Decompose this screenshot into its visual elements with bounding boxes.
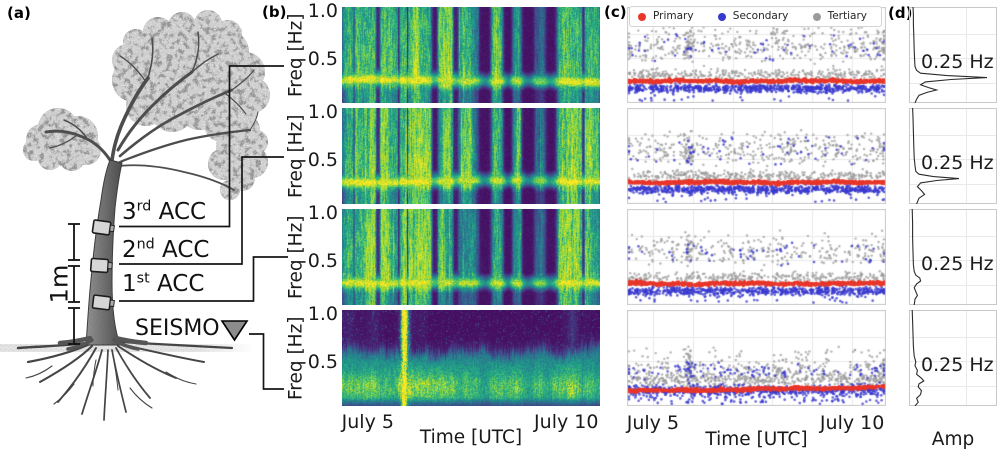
- tree-foliage-highlight: [23, 10, 270, 200]
- b-xtick-1: July 10: [534, 411, 599, 433]
- scale-bar: [68, 223, 80, 345]
- sensor-box-1: [91, 294, 115, 311]
- spectrum-curve-row-2: [909, 108, 997, 204]
- panel-c-letter: (c): [604, 3, 627, 21]
- annotation-025hz-row-4: 0.25 Hz: [921, 354, 994, 376]
- label-1st-acc: 1st ACC: [120, 270, 207, 297]
- b-row1-ylabel: Freq [Hz]: [285, 13, 307, 97]
- sensor-box-3: [91, 219, 115, 236]
- gridlines: [909, 209, 997, 305]
- legend-label-secondary: Secondary: [732, 10, 789, 23]
- label-2nd-acc: 2nd ACC: [120, 236, 212, 263]
- connector-2nd-acc: [119, 156, 284, 265]
- amp-spectrum-line: [911, 209, 922, 305]
- connector-seismo: [249, 333, 284, 390]
- seismometer-triangle-icon: [220, 320, 249, 342]
- annotation-025hz-row-1: 0.25 Hz: [921, 51, 994, 73]
- scatter-2nd-acc: [627, 108, 886, 204]
- amp-spectrum-line: [912, 7, 988, 103]
- b-row3-ylabel-box: Freq [Hz]: [286, 209, 308, 305]
- ground: [0, 344, 252, 352]
- b-row3-ytick-0.5: 0.5: [307, 250, 338, 272]
- label-3rd-acc: 3rd ACC: [120, 198, 209, 225]
- tree-diagram: [0, 10, 288, 421]
- b-row2-ylabel-box: Freq [Hz]: [286, 108, 308, 204]
- panel-b-letter: (b): [262, 3, 287, 21]
- label-seismo: SEISMO: [135, 316, 220, 341]
- annotation-025hz-row-3: 0.25 Hz: [921, 253, 994, 275]
- tree-branches: [44, 31, 259, 191]
- spectrum-curve-row-4: [909, 310, 997, 406]
- connector-1st-acc: [119, 256, 288, 302]
- plot-border: [909, 7, 997, 103]
- spectrogram-seismo: [342, 310, 600, 406]
- tertiary-dot-icon: [812, 12, 821, 21]
- b-xlabel: Time [UTC]: [419, 427, 523, 448]
- tree-roots: [16, 340, 234, 421]
- b-row4-ylabel-box: Freq [Hz]: [286, 310, 308, 406]
- connector-3rd-acc: [119, 65, 284, 228]
- b-row4-ylabel: Freq [Hz]: [285, 316, 307, 400]
- legend-label-primary: Primary: [653, 10, 694, 23]
- b-row4-ytick-1.0: 1.0: [307, 303, 338, 325]
- b-row1-ytick-1.0: 1.0: [307, 0, 338, 22]
- secondary-dot-icon: [717, 12, 726, 21]
- b-row3-ytick-1.0: 1.0: [307, 202, 338, 224]
- b-row2-ytick-1.0: 1.0: [307, 101, 338, 123]
- accelerometer-sensors: [89, 219, 115, 311]
- c-xtick-1: July 10: [819, 412, 885, 434]
- c-xlabel: Time [UTC]: [705, 429, 808, 450]
- b-row3-ylabel: Freq [Hz]: [285, 215, 307, 299]
- d-xlabel: Amp: [931, 429, 975, 450]
- amp-spectrum-line: [911, 310, 925, 406]
- spectrogram-3rd-acc: [342, 7, 600, 103]
- c-xtick-0: July 5: [626, 412, 680, 434]
- root-flare: [57, 335, 149, 351]
- tree-trunk-texture: [86, 160, 122, 345]
- spectrum-curve-row-1: [909, 7, 997, 103]
- annotation-025hz-row-2: 0.25 Hz: [921, 152, 994, 174]
- legend: Primary Secondary Tertiary: [629, 6, 882, 27]
- plot-border: [909, 310, 997, 406]
- b-xtick-0: July 5: [341, 411, 394, 433]
- legend-item-primary: Primary: [638, 11, 694, 22]
- panel-d-letter: (d): [888, 4, 913, 22]
- label-scale-1m: 1m: [45, 264, 74, 304]
- spectrogram-1st-acc: [342, 209, 600, 305]
- legend-label-tertiary: Tertiary: [827, 10, 867, 23]
- gridlines: [909, 7, 997, 103]
- plot-border: [909, 108, 997, 204]
- b-row1-ylabel-box: Freq [Hz]: [286, 7, 308, 103]
- scatter-1st-acc: [627, 209, 886, 305]
- b-row1-ytick-0.5: 0.5: [307, 48, 338, 70]
- gridlines: [909, 310, 997, 406]
- sensor-box-2: [89, 257, 113, 274]
- b-row2-ytick-0.5: 0.5: [307, 149, 338, 171]
- plot-border: [909, 209, 997, 305]
- legend-item-tertiary: Tertiary: [812, 10, 867, 23]
- spectrum-curve-row-3: [909, 209, 997, 305]
- legend-item-secondary: Secondary: [717, 10, 789, 23]
- panel-a-letter: (a): [7, 4, 31, 22]
- spectrogram-2nd-acc: [342, 108, 600, 204]
- amp-spectrum-line: [912, 108, 960, 204]
- gridlines: [909, 108, 997, 204]
- b-row4-ytick-0.5: 0.5: [307, 351, 338, 373]
- tree-illustration: [0, 10, 270, 421]
- scatter-seismo: [627, 310, 886, 406]
- connector-lines: [119, 65, 288, 390]
- primary-dot-icon: [638, 12, 646, 21]
- b-row2-ylabel: Freq [Hz]: [285, 114, 307, 198]
